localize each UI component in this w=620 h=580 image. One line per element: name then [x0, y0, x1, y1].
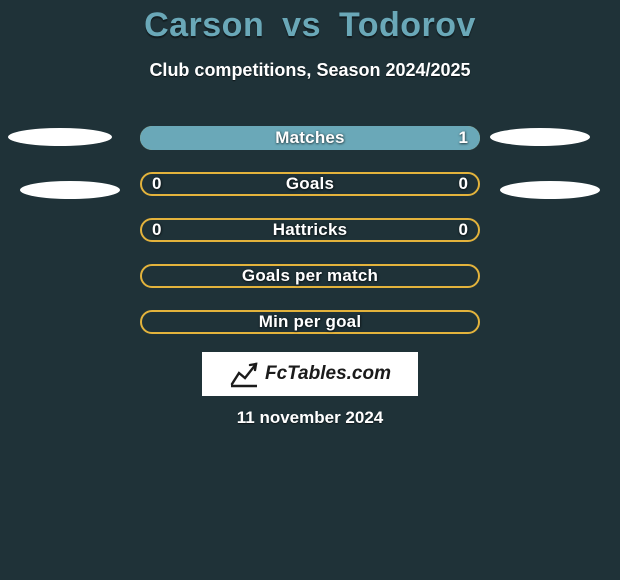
stat-row: Hattricks0 0 [140, 218, 480, 242]
vs-label: vs [282, 6, 321, 44]
stat-label: Min per goal [140, 310, 480, 334]
logo-box: FcTables.com [202, 352, 418, 396]
stat-label: Goals [140, 172, 480, 196]
title: Carson vs Todorov [0, 6, 620, 45]
avatar-ellipse [500, 181, 600, 199]
stat-label: Hattricks [140, 218, 480, 242]
player1-name: Carson [144, 6, 264, 44]
avatar-ellipse [20, 181, 120, 199]
stat-value-left: 0 [152, 218, 161, 242]
stat-row: Min per goal [140, 310, 480, 334]
logo-text: FcTables.com [265, 363, 391, 385]
stat-label: Matches [140, 126, 480, 150]
stat-value-right: 1 [459, 126, 468, 150]
avatar-ellipse [490, 128, 590, 146]
stat-label: Goals per match [140, 264, 480, 288]
comparison-card: Carson vs Todorov Club competitions, Sea… [0, 0, 620, 580]
date-text: 11 november 2024 [0, 408, 620, 428]
stat-row: Goals0 0 [140, 172, 480, 196]
stat-value-right: 0 [459, 172, 468, 196]
stat-value-right: 0 [459, 218, 468, 242]
avatar-ellipse [8, 128, 112, 146]
stat-value-left: 0 [152, 172, 161, 196]
stat-row: Matches1 [140, 126, 480, 150]
subtitle: Club competitions, Season 2024/2025 [0, 60, 620, 81]
stat-row: Goals per match [140, 264, 480, 288]
player2-name: Todorov [339, 6, 476, 44]
fctables-logo-icon [229, 360, 259, 388]
